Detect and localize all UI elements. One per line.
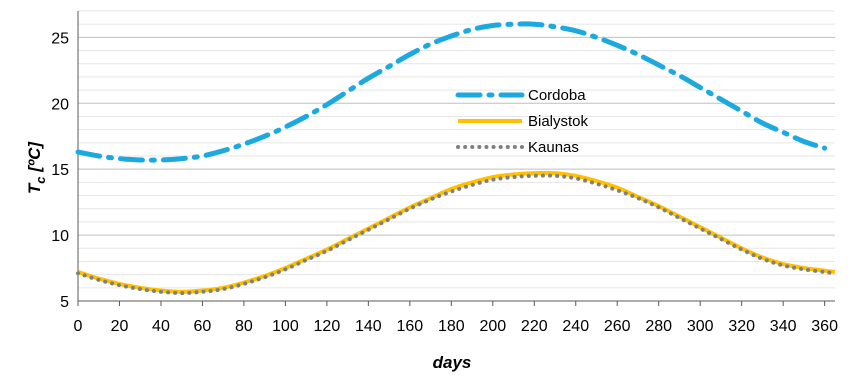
x-axis-title: days — [433, 353, 472, 372]
x-tick-label: 300 — [687, 318, 714, 335]
x-tick-label: 320 — [728, 318, 755, 335]
y-tick-label: 10 — [51, 228, 69, 245]
y-axis-title: Tc [ºC] — [25, 141, 48, 194]
legend: Cordoba Bialystok Kaunas — [455, 87, 589, 156]
series-line-kaunas — [76, 173, 837, 296]
grid-lines — [78, 10, 835, 289]
x-tick-label: 360 — [811, 318, 838, 335]
x-tick-label: 80 — [235, 318, 253, 335]
legend-label-cordoba: Cordoba — [528, 87, 586, 104]
plot-area — [75, 21, 837, 296]
x-tick-label: 240 — [562, 318, 589, 335]
y-tick-label: 25 — [51, 30, 69, 47]
legend-label-bialystok: Bialystok — [528, 113, 589, 130]
x-tick-label: 140 — [355, 318, 382, 335]
y-axis-title-unit: [ºC] — [25, 141, 44, 177]
x-tick-labels: 0 20 40 60 80 100 120 140 160 180 200 220 240 260 280 3… — [74, 318, 839, 335]
legend-label-kaunas: Kaunas — [528, 139, 579, 156]
x-tick-label: 100 — [272, 318, 299, 335]
series-line-cordoba — [75, 21, 828, 163]
x-tick-label: 20 — [111, 318, 129, 335]
x-tick-label: 280 — [645, 318, 672, 335]
y-axis-title-main: T — [25, 182, 44, 194]
x-tick-label: 340 — [770, 318, 797, 335]
y-tick-label: 5 — [60, 294, 69, 311]
x-tick-label: 40 — [152, 318, 170, 335]
x-tick-label: 120 — [314, 318, 341, 335]
x-tick-label: 220 — [521, 318, 548, 335]
x-tick-label: 260 — [604, 318, 631, 335]
x-tick-label: 60 — [194, 318, 212, 335]
x-tick-label: 0 — [74, 318, 83, 335]
y-tick-label: 15 — [51, 162, 69, 179]
axes — [77, 11, 835, 306]
y-axis-title-sub: c — [33, 176, 48, 184]
y-tick-label: 20 — [51, 96, 69, 113]
y-tick-labels: 5 10 15 20 25 — [51, 30, 69, 311]
x-tick-label: 180 — [438, 318, 465, 335]
x-tick-label: 200 — [479, 318, 506, 335]
series-line-bialystok — [77, 170, 836, 294]
x-tick-label: 160 — [396, 318, 423, 335]
